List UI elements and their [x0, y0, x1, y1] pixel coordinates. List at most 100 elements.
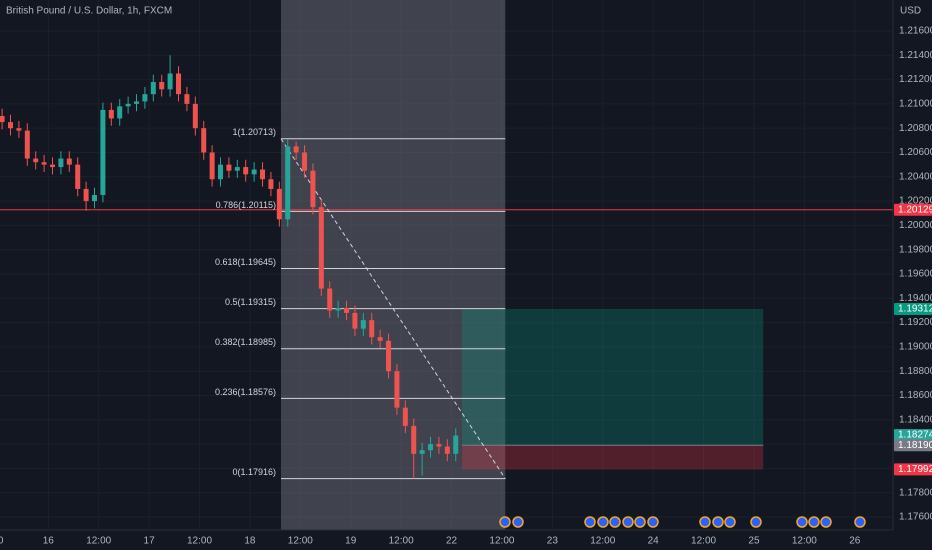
price-tag	[894, 302, 932, 315]
candle-body	[176, 73, 182, 95]
event-icon[interactable]	[597, 516, 609, 528]
event-icon[interactable]	[724, 516, 736, 528]
candle-body	[260, 169, 266, 180]
candle-body	[369, 320, 375, 338]
grid	[0, 0, 893, 530]
x-tick-label: 00	[0, 536, 4, 547]
candle-body	[436, 444, 442, 447]
candle-body	[75, 164, 81, 189]
target-zone	[462, 308, 764, 446]
y-tick-label: 1.20800	[899, 123, 932, 134]
price-tag	[894, 203, 932, 216]
x-tick-label: 24	[648, 536, 660, 547]
candle-body	[209, 152, 215, 180]
candle-body	[302, 152, 308, 171]
candle-body	[268, 179, 274, 189]
fib-label: 0.618(1.19645)	[215, 257, 276, 267]
candle-body	[192, 103, 198, 129]
event-icon[interactable]	[808, 516, 820, 528]
candle-body	[24, 130, 30, 159]
event-icon[interactable]	[609, 516, 621, 528]
y-tick-label: 1.21400	[899, 50, 932, 61]
y-tick-label: 1.20600	[899, 147, 932, 158]
candle-body	[66, 158, 72, 165]
y-tick-label: 1.19400	[899, 293, 932, 304]
y-tick-label: 1.19000	[899, 342, 932, 353]
event-icon[interactable]	[712, 516, 724, 528]
event-icon[interactable]	[796, 516, 808, 528]
price-tag-label: 1.20129	[898, 204, 932, 215]
event-icon[interactable]	[512, 516, 524, 528]
price-tag-label: 1.18190	[898, 440, 932, 451]
plot: 1(1.20713) 0.786(1.20115) 0.618(1.19645) 0.…	[0, 0, 893, 530]
x-tick-label: 12:00	[590, 536, 615, 547]
candle-body	[293, 146, 299, 153]
candle-body	[201, 128, 207, 153]
candle-body	[327, 288, 333, 311]
fib-label: 0.382(1.18985)	[215, 337, 276, 347]
x-tick-label: 12:00	[389, 536, 414, 547]
x-tick-label: 12:00	[187, 536, 212, 547]
candle-body	[0, 116, 5, 123]
candle-body	[276, 188, 282, 220]
x-tick-label: 12:00	[288, 536, 313, 547]
candle-body	[150, 82, 156, 95]
candle-body	[50, 164, 56, 168]
candle-body	[318, 207, 324, 289]
currency-label: USD	[900, 6, 921, 17]
y-tick-label: 1.20200	[899, 196, 932, 207]
price-tag-label: 1.17992	[898, 464, 932, 475]
y-tick-label: 1.20400	[899, 171, 932, 182]
price-axis	[893, 0, 932, 550]
stop-zone	[462, 445, 764, 470]
candle-body	[142, 94, 148, 102]
x-tick-label: 16	[43, 536, 55, 547]
x-tick-label: 23	[547, 536, 559, 547]
fib-label: 1(1.20713)	[232, 127, 276, 137]
y-tick-label: 1.18800	[899, 366, 932, 377]
y-tick-label: 1.19600	[899, 269, 932, 280]
candle-body	[444, 446, 450, 454]
fib-trend	[280, 138, 506, 479]
candle-body	[41, 162, 47, 165]
fib-range	[281, 0, 506, 530]
price-tag	[894, 463, 932, 476]
y-tick-label: 1.17800	[899, 487, 932, 498]
candle-body	[344, 308, 350, 313]
candle-body	[226, 164, 232, 171]
event-icon[interactable]	[634, 516, 646, 528]
candle-body	[386, 340, 392, 372]
event-icon[interactable]	[820, 516, 832, 528]
x-tick-label: 17	[144, 536, 156, 547]
event-icon[interactable]	[647, 516, 659, 528]
candle-body	[352, 312, 358, 329]
x-tick-label: 12:00	[792, 536, 817, 547]
candle-body	[402, 407, 408, 426]
fib-label: 0(1.17916)	[232, 467, 276, 477]
event-icon[interactable]	[750, 516, 762, 528]
price-tag	[894, 439, 932, 452]
candle-body	[360, 320, 366, 329]
event-icon[interactable]	[854, 516, 866, 528]
candle-body	[285, 146, 291, 220]
x-tick-label: 26	[849, 536, 861, 547]
candle-body	[134, 101, 140, 104]
candle-body	[100, 109, 106, 196]
event-icon[interactable]	[584, 516, 596, 528]
price-tag-label: 1.19312	[898, 304, 932, 315]
candle-body	[33, 158, 39, 163]
x-tick-label: 25	[748, 536, 760, 547]
candle-body	[453, 435, 459, 454]
candle-body	[58, 158, 64, 168]
event-icon[interactable]	[622, 516, 634, 528]
candle-body	[218, 164, 224, 180]
event-icon[interactable]	[499, 516, 511, 528]
candle-body	[83, 188, 89, 202]
y-tick-label: 1.19800	[899, 244, 932, 255]
x-tick-label: 12:00	[691, 536, 716, 547]
y-tick-label: 1.19200	[899, 317, 932, 328]
candle-body	[234, 167, 240, 171]
x-tick-label: 19	[345, 536, 357, 547]
event-icon[interactable]	[699, 516, 711, 528]
